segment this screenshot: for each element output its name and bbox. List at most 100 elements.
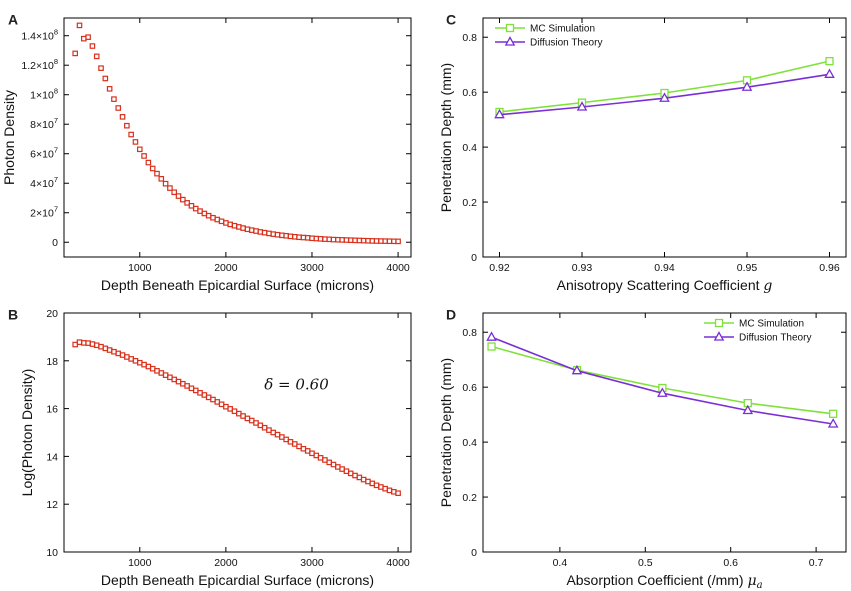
y-tick-label: 0 xyxy=(471,547,477,559)
data-point xyxy=(395,238,401,245)
y-axis-label: Penetration Depth (mm) xyxy=(438,358,454,507)
y-axis-label: Log(Photon Density) xyxy=(19,369,35,497)
x-tick-label: 2000 xyxy=(214,557,238,569)
y-tick-label: 0.6 xyxy=(462,382,477,394)
data-point xyxy=(162,180,169,187)
x-axis-label: Absorption Coefficient (/mm) μa xyxy=(566,572,762,591)
data-point xyxy=(76,22,83,29)
legend-label: MC Simulation xyxy=(530,24,595,35)
data-point xyxy=(93,53,100,60)
data-point-square xyxy=(829,409,838,418)
data-point-triangle xyxy=(571,364,583,375)
data-point xyxy=(167,185,173,191)
data-point-triangle xyxy=(659,92,670,102)
data-point-triangle xyxy=(742,404,754,415)
y-tick-label: 0.2 xyxy=(462,492,477,504)
data-point xyxy=(154,170,160,177)
y-tick-label: 0.8 xyxy=(462,327,477,339)
data-point-triangle xyxy=(741,81,753,91)
data-point xyxy=(111,96,117,102)
y-tick-label: 0 xyxy=(471,252,477,264)
legend-marker-square xyxy=(505,23,515,33)
legend-marker-triangle xyxy=(713,331,725,341)
legend: MC Simulation Diffusion Theory xyxy=(704,319,811,344)
y-tick-label: 0.4 xyxy=(462,437,477,449)
x-tick-label: 3000 xyxy=(300,262,324,274)
data-point xyxy=(184,200,190,206)
plot-frame xyxy=(63,17,412,258)
x-tick-label: 2000 xyxy=(214,262,238,274)
x-tick-label: 4000 xyxy=(386,557,410,569)
x-axis-symbol: g xyxy=(763,278,772,294)
data-point xyxy=(102,75,109,82)
data-point-triangle xyxy=(576,101,588,111)
x-axis-label: Depth Beneath Epicardial Surface (micron… xyxy=(101,277,374,293)
x-tick-label: 0.96 xyxy=(819,262,840,274)
y-tick-label: 4×107 xyxy=(30,175,58,190)
x-tick-label: 4000 xyxy=(386,262,410,274)
data-point xyxy=(132,139,139,145)
x-tick-label: 0.6 xyxy=(723,557,738,569)
data-point xyxy=(72,50,78,57)
data-point xyxy=(171,189,178,196)
plot-frame xyxy=(63,312,412,553)
x-tick-label: 0.92 xyxy=(489,262,510,274)
panel-a: A 1000 2000 3000 4000 0 2×107 4×107 6×107 8×107 1×… xyxy=(1,11,412,293)
plot-frame xyxy=(482,17,847,258)
x-axis-symbol: μ xyxy=(747,573,756,589)
x-tick-label: 0.94 xyxy=(654,262,675,274)
y-tick-label: 0.4 xyxy=(462,142,477,154)
x-tick-label: 3000 xyxy=(300,557,324,569)
x-tick-label: 1000 xyxy=(128,262,152,274)
x-tick-label: 0.93 xyxy=(572,262,593,274)
data-point-triangle xyxy=(827,418,839,428)
y-tick-label: 1×108 xyxy=(30,87,58,102)
panel-b: B 1000 2000 3000 4000 10 12 14 16 18 20 Depth Benea… xyxy=(8,306,412,588)
legend-marker-square xyxy=(714,318,724,328)
y-tick-label: 18 xyxy=(46,356,58,368)
data-point xyxy=(119,114,126,120)
data-point xyxy=(106,86,113,92)
y-tick-label: 0.8 xyxy=(462,32,477,44)
y-tick-label: 0.6 xyxy=(462,87,477,99)
panel-letter: D xyxy=(446,306,456,322)
y-tick-label: 0.2 xyxy=(462,197,477,209)
x-tick-label: 0.4 xyxy=(553,557,568,569)
x-tick-label: 0.7 xyxy=(809,557,824,569)
data-point-square xyxy=(825,56,834,66)
data-point-square xyxy=(487,342,496,351)
plot-frame xyxy=(482,312,847,553)
panel-letter: B xyxy=(8,306,18,322)
legend-label: MC Simulation xyxy=(739,319,804,330)
y-tick-label: 14 xyxy=(46,451,58,463)
data-point xyxy=(85,34,91,40)
data-point xyxy=(128,131,134,138)
data-point xyxy=(158,176,165,182)
data-point xyxy=(98,65,104,71)
panel-letter: C xyxy=(446,11,456,27)
data-point xyxy=(149,165,156,172)
delta-annotation: δ = 0.60 xyxy=(264,375,329,393)
series-line xyxy=(499,60,830,113)
panel-d: D 0.4 0.5 0.6 0.7 0 0.2 0.4 0.6 0.8 Absorption Coe… xyxy=(438,306,847,591)
data-point xyxy=(188,203,195,209)
y-tick-label: 1.4×108 xyxy=(21,28,58,43)
legend: MC Simulation Diffusion Theory xyxy=(495,24,602,49)
data-point xyxy=(180,196,186,203)
data-point-triangle xyxy=(486,331,497,341)
data-point xyxy=(89,43,96,49)
y-axis-label: Penetration Depth (mm) xyxy=(438,63,454,212)
data-point xyxy=(145,159,152,166)
data-point xyxy=(136,146,143,153)
y-tick-label: 0 xyxy=(52,237,58,249)
y-tick-label: 20 xyxy=(46,308,58,320)
y-tick-label: 10 xyxy=(46,547,58,559)
x-tick-label: 0.5 xyxy=(638,557,653,569)
x-tick-label: 0.95 xyxy=(737,262,758,274)
panel-c: C 0.92 0.93 0.94 0.95 0.96 0 0.2 0.4 0.6 0.8 Anisot… xyxy=(438,11,847,294)
y-tick-label: 2×107 xyxy=(30,205,58,220)
y-tick-label: 8×107 xyxy=(30,116,58,131)
x-axis-label: Depth Beneath Epicardial Surface (micron… xyxy=(101,572,374,588)
data-point-triangle xyxy=(494,108,505,119)
